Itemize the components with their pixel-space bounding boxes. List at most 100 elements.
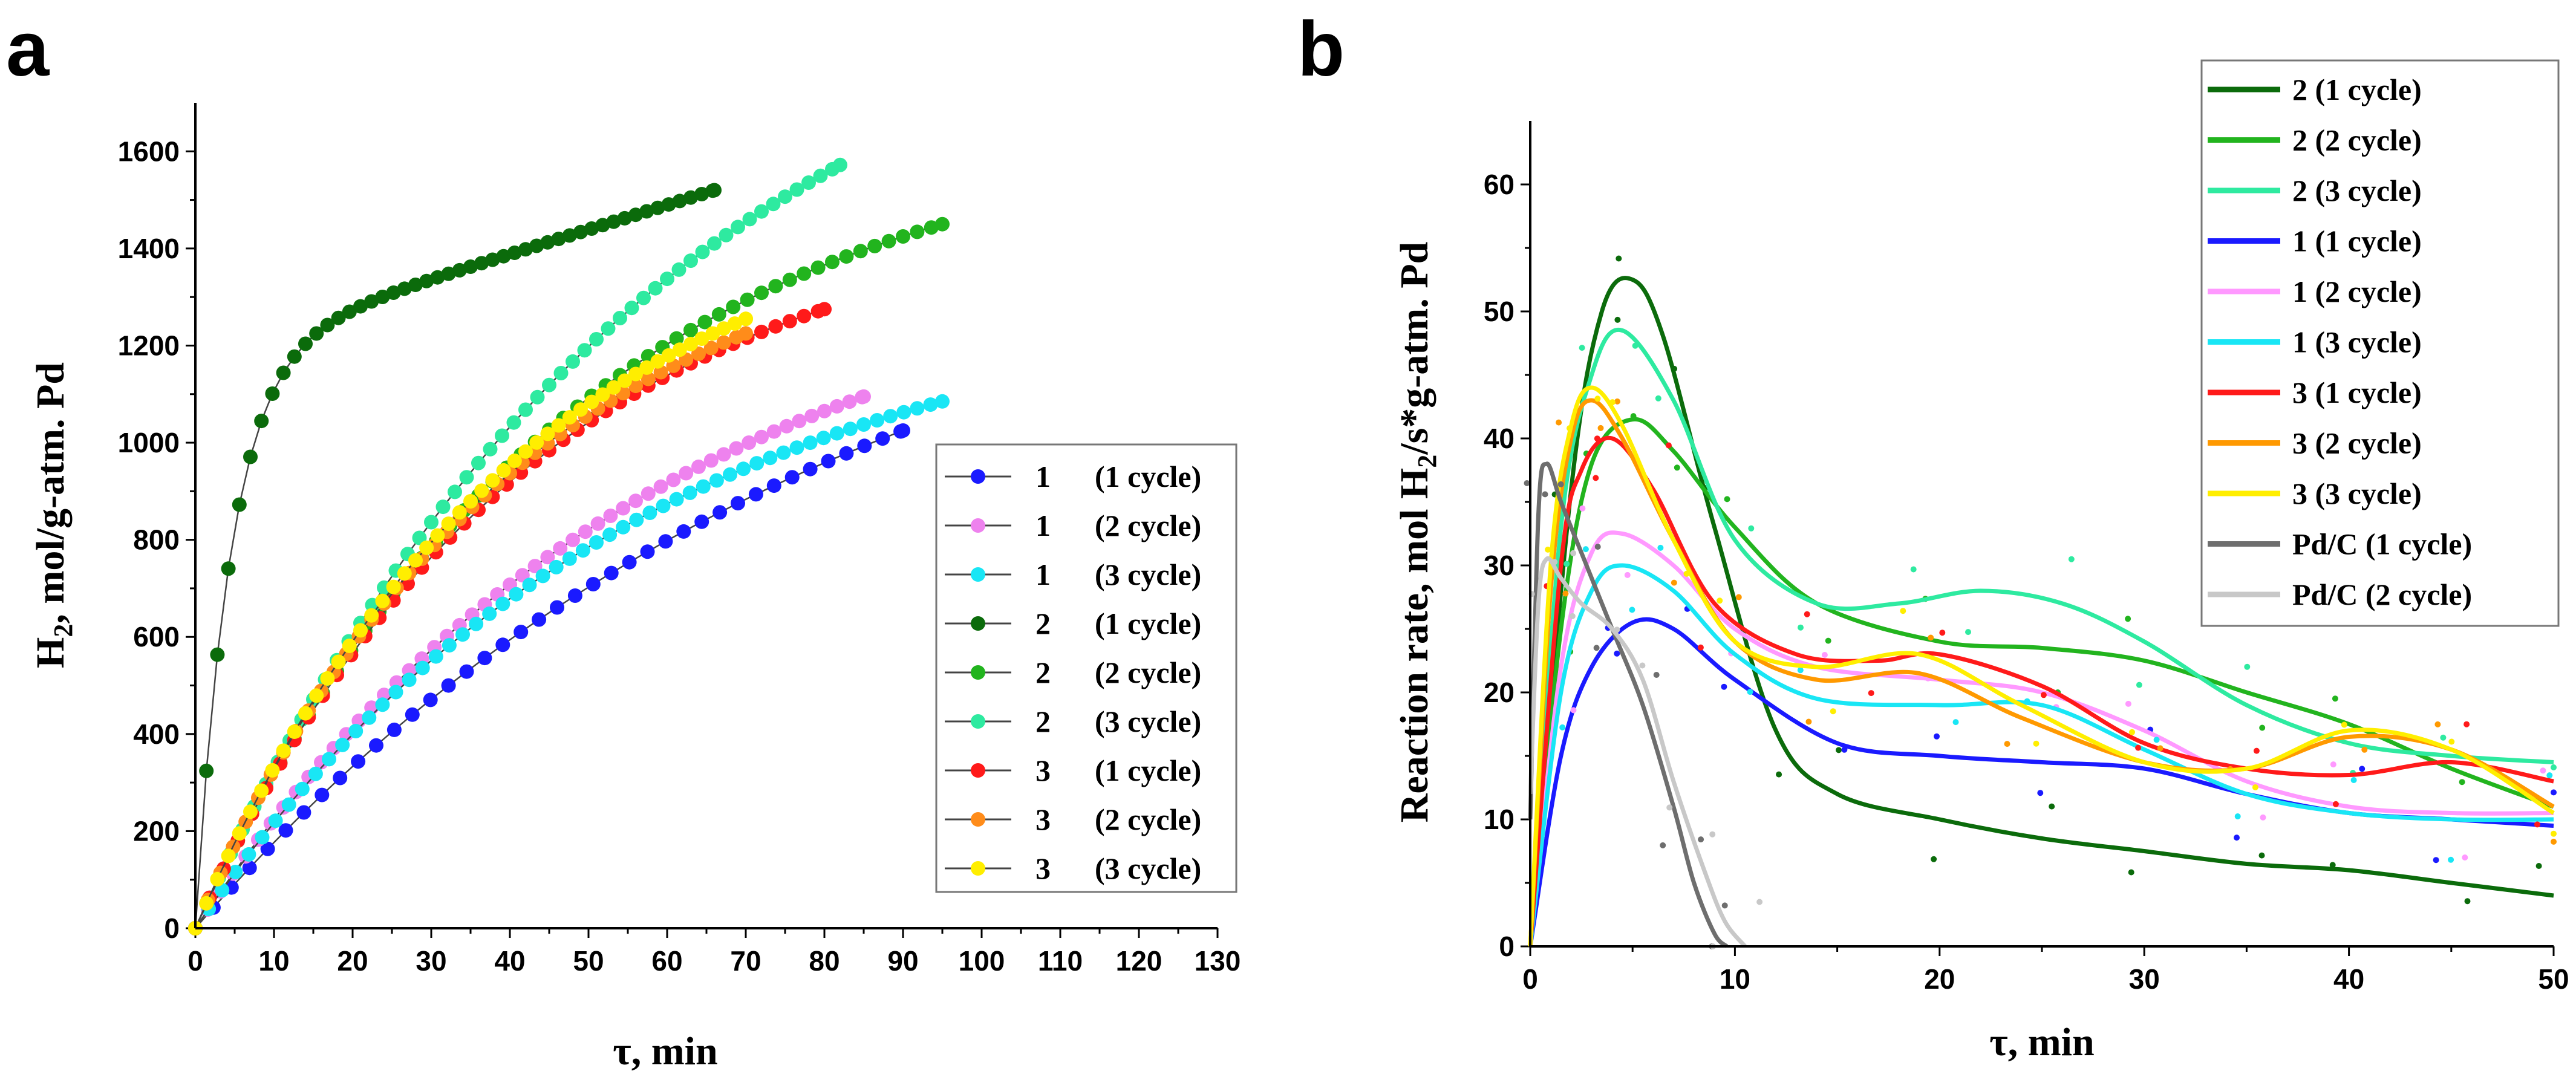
- chart-b-point: [1698, 836, 1704, 843]
- chart-a-point: [255, 830, 270, 845]
- chart-a-point: [766, 197, 781, 212]
- chart-a-series-line: [194, 223, 943, 929]
- chart-b-point: [2551, 838, 2557, 845]
- chart-a-point: [331, 654, 346, 669]
- chart-b-point: [1928, 634, 1934, 641]
- chart-b-point: [2234, 813, 2241, 819]
- chart-a-point: [683, 253, 698, 268]
- chart-a-point: [518, 242, 533, 257]
- chart-b-point: [2551, 830, 2557, 837]
- chart-a-point: [474, 483, 489, 498]
- chart-a-point: [639, 204, 654, 219]
- chart-a-series-3-3: [188, 311, 753, 935]
- chart-a-point: [636, 290, 651, 305]
- chart-a-point: [729, 441, 744, 456]
- chart-b-series-7: [1528, 398, 2557, 947]
- chart-b-point: [2350, 777, 2357, 783]
- chart-a-point: [298, 336, 313, 351]
- chart-a-legend-label: 3: [1035, 851, 1051, 885]
- chart-a-point: [276, 743, 291, 758]
- chart-a-point: [716, 335, 731, 350]
- chart-a-point: [816, 431, 831, 446]
- chart-b-series-line: [1528, 276, 2554, 947]
- chart-b-point: [2459, 779, 2465, 786]
- chart-a-point: [754, 285, 769, 301]
- chart-a-point: [778, 189, 792, 204]
- chart-a-point: [601, 321, 616, 336]
- chart-a-point: [624, 301, 639, 316]
- chart-a-point: [727, 316, 742, 331]
- chart-a-point: [463, 494, 478, 509]
- chart-a-point: [817, 302, 832, 317]
- chart-b-point: [2128, 869, 2134, 876]
- chart-b-point: [1582, 546, 1589, 553]
- chart-a-point: [199, 896, 214, 911]
- chart-a-x-tick-label: 100: [959, 945, 1005, 977]
- chart-b-point: [2125, 616, 2131, 622]
- chart-a-point: [567, 588, 582, 603]
- chart-a-point: [695, 244, 710, 259]
- chart-a-legend-marker: [971, 861, 985, 876]
- chart-a-point: [661, 197, 676, 212]
- chart-a-series-1-2: [188, 389, 871, 935]
- chart-a-point: [694, 514, 709, 529]
- chart-a-point: [870, 413, 885, 428]
- chart-a-point: [232, 826, 247, 841]
- chart-b-series-line: [1528, 563, 2554, 947]
- chart-b-point: [1717, 597, 1723, 604]
- chart-a-point: [803, 461, 818, 477]
- chart-a-point: [629, 512, 644, 527]
- chart-a-point: [522, 578, 537, 593]
- chart-b-point: [1557, 481, 1564, 487]
- chart-a-point: [660, 272, 674, 287]
- chart-a-legend-cycle: (3 cycle): [1095, 851, 1201, 885]
- chart-a-point: [641, 371, 656, 386]
- chart-a-point: [768, 319, 783, 334]
- chart-a: 0 10 20 30 40 50 60 70 80 90 100 110 120 130 0 200 400 60…: [28, 103, 1241, 1073]
- chart-b-point: [1653, 672, 1660, 678]
- chart-a-series-2-3: [188, 157, 847, 935]
- chart-a-point: [553, 541, 568, 556]
- chart-a-point: [616, 519, 631, 535]
- chart-a-point: [441, 516, 456, 532]
- chart-a-point: [408, 278, 423, 292]
- chart-a-point: [320, 317, 335, 333]
- chart-b-point: [1562, 590, 1569, 597]
- chart-a-x-tick-label: 120: [1116, 945, 1162, 977]
- chart-b-point: [2136, 682, 2142, 688]
- chart-a-y-tick-label: 400: [133, 718, 180, 750]
- chart-a-point: [740, 292, 755, 307]
- chart-b-ticks: 0 10 20 30 40 50 0 10 20 30 40 50 60: [1484, 169, 2569, 995]
- chart-b-point: [2037, 790, 2044, 796]
- chart-a-x-tick-label: 30: [416, 945, 446, 977]
- chart-b-point: [2359, 766, 2366, 772]
- chart-a-legend-label: 1: [1035, 509, 1051, 542]
- chart-b-point: [2157, 745, 2164, 752]
- chart-a-point: [386, 285, 401, 300]
- chart-b-point: [1579, 505, 1586, 512]
- chart-a-point: [829, 399, 844, 414]
- chart-a-point: [792, 414, 807, 429]
- chart-a-point: [754, 204, 769, 219]
- chart-a-legend-label: 2: [1035, 704, 1051, 738]
- chart-b-series-8: [1528, 385, 2557, 947]
- chart-a-point: [595, 387, 610, 402]
- chart-a-legend-marker: [971, 763, 985, 778]
- chart-b-point: [1674, 464, 1680, 471]
- chart-a-point: [867, 238, 882, 253]
- chart-a-point: [742, 212, 757, 227]
- chart-a-point: [573, 224, 588, 239]
- chart-a-point: [617, 373, 632, 388]
- chart-a-point: [705, 326, 720, 341]
- chart-b-point: [2040, 692, 2047, 698]
- chart-b-series-line: [1528, 617, 2554, 947]
- chart-a-x-tick-label: 80: [809, 945, 840, 977]
- chart-b-point: [1639, 662, 1646, 669]
- chart-b-point: [1805, 718, 1812, 725]
- chart-a-point: [375, 697, 390, 712]
- chart-a-legend-label: 3: [1035, 802, 1051, 836]
- chart-a-point: [691, 459, 706, 474]
- chart-b-point: [1655, 395, 1661, 402]
- chart-a-point: [766, 424, 781, 439]
- chart-a-point: [617, 210, 632, 226]
